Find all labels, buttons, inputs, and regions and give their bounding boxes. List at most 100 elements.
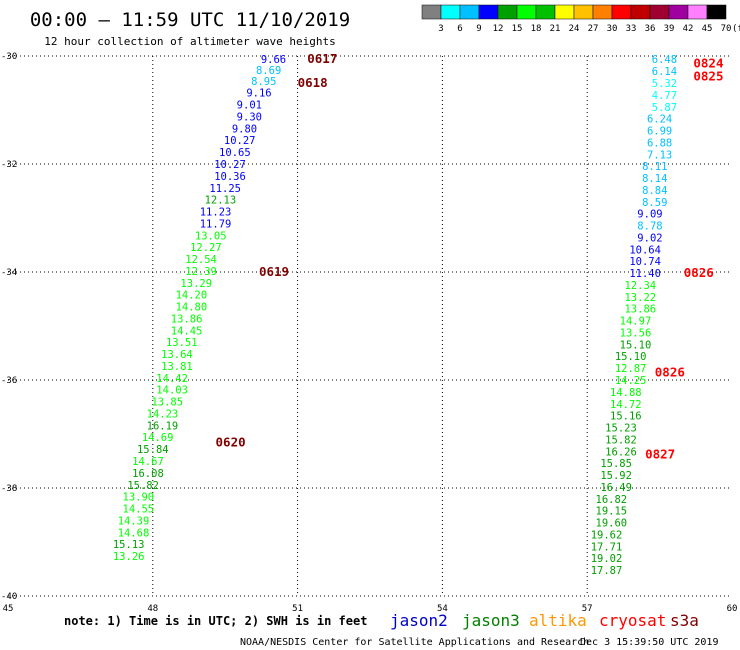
- wave-height-point: 6.88: [647, 137, 672, 149]
- colorbar-swatch: [478, 4, 499, 20]
- chart-subtitle: 12 hour collection of altimeter wave hei…: [44, 35, 335, 48]
- wave-height-point: 11.25: [209, 183, 241, 195]
- wave-height-point: 15.23: [605, 423, 637, 435]
- wave-height-point: 14.39: [118, 515, 150, 527]
- timestamp: Dec 3 15:39:50 UTC 2019: [580, 637, 718, 648]
- wave-height-point: 13.05: [195, 230, 227, 242]
- time-label: 0618: [298, 75, 328, 90]
- satellite-legend-cryosat: cryosat: [599, 611, 666, 630]
- time-label: 0617: [307, 51, 337, 66]
- colorbar-label: 21: [550, 24, 561, 34]
- colorbar-label: 9: [476, 24, 481, 34]
- colorbar-swatch: [630, 4, 651, 20]
- credit-line: NOAA/NESDIS Center for Satellite Applica…: [240, 637, 589, 648]
- map-grid: [8, 55, 732, 597]
- time-label: 0825: [693, 69, 723, 84]
- wave-height-point: 6.24: [647, 114, 672, 126]
- data-points: 9.668.698.959.169.019.309.8010.2710.6510…: [113, 54, 677, 577]
- colorbar-label: 70: [721, 24, 732, 34]
- colorbar-swatch: [649, 4, 670, 20]
- wave-height-point: 8.14: [642, 173, 667, 185]
- wave-height-point: 14.97: [620, 316, 652, 328]
- wave-height-point: 11.40: [629, 268, 661, 280]
- wave-height-point: 9.66: [261, 54, 286, 66]
- footnote: note: 1) Time is in UTC; 2) SWH is in fe…: [64, 614, 367, 628]
- wave-height-point: 19.60: [596, 518, 628, 530]
- y-tick-label: -34: [1, 268, 17, 278]
- wave-height-point: 11.23: [200, 207, 232, 219]
- y-tick-label: -32: [1, 160, 17, 170]
- colorbar-label: 27: [588, 24, 599, 34]
- colorbar-unit: (ft): [732, 24, 740, 34]
- wave-height-point: 4.77: [652, 90, 677, 102]
- colorbar-swatch: [516, 4, 537, 20]
- wave-height-point: 8.69: [256, 65, 281, 77]
- wave-height-point: 9.16: [246, 88, 271, 100]
- y-axis-ticks: -30 -32 -34 -36 -38 -40: [1, 52, 17, 602]
- wave-height-point: 17.87: [591, 565, 623, 577]
- wave-height-point: 6.48: [652, 54, 677, 66]
- colorbar-swatch: [497, 4, 518, 20]
- y-tick-label: -40: [1, 592, 17, 602]
- wave-height-point: 13.64: [161, 349, 193, 361]
- wave-height-point: 15.82: [127, 480, 159, 492]
- colorbar-label: 39: [664, 24, 675, 34]
- colorbar-swatch: [611, 4, 632, 20]
- x-tick-label: 48: [147, 604, 158, 614]
- wave-height-point: 9.30: [237, 111, 262, 123]
- wave-height-point: 16.26: [605, 446, 637, 458]
- wave-height-point: 10.74: [629, 256, 661, 268]
- x-tick-label: 57: [582, 604, 593, 614]
- colorbar-label: 3: [438, 24, 443, 34]
- colorbar-label: 30: [607, 24, 618, 34]
- wave-height-point: 14.25: [615, 375, 647, 387]
- colorbar-label: 6: [457, 24, 462, 34]
- colorbar-swatch: [535, 4, 556, 20]
- satellite-legend-s3a: s3a: [670, 611, 699, 630]
- wave-height-point: 13.22: [624, 292, 656, 304]
- wave-height-point: 12.34: [624, 280, 656, 292]
- wave-height-point: 5.87: [652, 102, 677, 114]
- x-tick-label: 45: [3, 604, 14, 614]
- wave-height-point: 10.65: [219, 147, 251, 159]
- colorbar-swatch: [554, 4, 575, 20]
- wave-height-point: 9.09: [637, 209, 662, 221]
- time-label: 0619: [259, 264, 289, 279]
- wave-height-point: 8.84: [642, 185, 667, 197]
- colorbar-swatch: [573, 4, 594, 20]
- colorbar-label: 33: [626, 24, 637, 34]
- wave-height-point: 14.42: [156, 373, 188, 385]
- wave-height-point: 15.16: [610, 411, 642, 423]
- x-tick-label: 51: [292, 604, 303, 614]
- wave-height-point: 17.71: [591, 541, 623, 553]
- wave-height-point: 13.56: [620, 327, 652, 339]
- wave-height-point: 14.20: [176, 290, 208, 302]
- wave-height-point: 15.13: [113, 539, 145, 551]
- wave-height-point: 9.01: [237, 100, 262, 112]
- wave-height-point: 14.68: [118, 527, 150, 539]
- wave-height-point: 14.23: [147, 408, 179, 420]
- wave-height-point: 15.10: [620, 339, 652, 351]
- colorbar-label: 45: [702, 24, 713, 34]
- wave-height-point: 10.27: [224, 135, 256, 147]
- colorbar-swatch: [459, 4, 480, 20]
- wave-height-point: 19.62: [591, 529, 623, 541]
- wave-height-point: 6.14: [652, 66, 677, 78]
- wave-height-point: 13.85: [151, 397, 183, 409]
- wave-height-point: 15.10: [615, 351, 647, 363]
- wave-height-point: 15.85: [600, 458, 632, 470]
- time-label: 0827: [645, 447, 675, 462]
- wave-height-point: 15.84: [137, 444, 169, 456]
- x-axis-ticks: 45 48 51 54 57 60: [3, 604, 738, 614]
- y-tick-label: -38: [1, 484, 17, 494]
- wave-height-point: 5.32: [652, 78, 677, 90]
- wave-height-point: 9.02: [637, 232, 662, 244]
- wave-height-point: 14.67: [132, 456, 164, 468]
- satellite-legend-jason2: jason2: [390, 611, 448, 630]
- y-tick-label: -30: [1, 52, 17, 62]
- wave-height-point: 13.29: [180, 278, 212, 290]
- wave-height-point: 12.27: [190, 242, 222, 254]
- y-tick-label: -36: [1, 376, 17, 386]
